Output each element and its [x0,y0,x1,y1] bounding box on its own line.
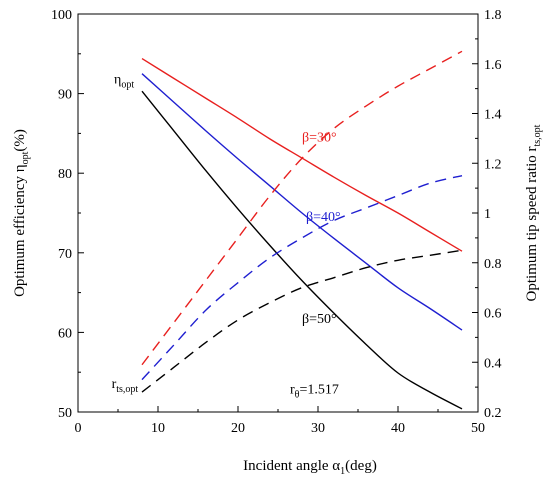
annotation-text: β=50° [302,312,337,327]
series-line-efficiency-beta40 [141,73,463,331]
x-axis-label: Incident angle α1(deg) [243,458,377,477]
annotation-sub: θ [295,390,300,401]
y-left-axis-label-text: Optimum efficiency η [12,164,28,297]
x-tick-label: 50 [471,421,485,436]
x-axis-label-suffix: (deg) [345,458,377,474]
y-right-tick-label: 1.6 [484,58,502,73]
annotation-sub: opt [121,79,134,90]
series-line-efficiency-beta30 [141,57,463,252]
y-left-axis-label-sub: opt [20,151,31,164]
y-left-tick-label: 70 [58,247,72,262]
y-left-tick-label: 80 [58,167,72,182]
y-right-axis-label: Optimum tip speed ratio rts,opt [524,124,543,301]
series-line-tip-speed-ratio-beta30 [141,50,463,366]
annotation-text: β=40° [306,210,341,225]
annotation-beta30: β=30° [302,130,337,145]
x-axis-label-sub: 1 [340,466,345,477]
y-right-tick-label: 1.8 [484,8,502,23]
y-left-axis-label: Optimum efficiency ηopt(%) [12,129,31,297]
annotation-text: r [290,383,295,398]
y-right-tick-label: 0.2 [484,406,502,421]
y-right-tick-label: 1.2 [484,157,502,172]
plot-border [77,13,479,413]
annotation-r-theta: rθ=1.517 [290,383,339,401]
y-left-tick-label: 50 [58,406,72,421]
annotation-text: r [112,377,117,392]
annotation-text: η [114,72,121,87]
y-right-tick-label: 0.6 [484,307,502,322]
plot-frame [77,13,479,413]
annotation-text: β=30° [302,130,337,145]
annotation-suffix: =1.517 [299,383,338,398]
annotation-r-ts-opt: rts,opt [112,377,139,395]
x-tick-label: 40 [391,421,405,436]
x-tick-label: 0 [75,421,82,436]
y-right-axis-label-sub: ts,opt [532,124,543,146]
x-tick-label: 20 [231,421,245,436]
annotation-beta50: β=50° [302,312,337,327]
y-right-axis-ticks: 0.2 0.4 0.6 0.8 1 1.2 1.4 1.6 1.8 [472,8,502,421]
series-layer [141,50,463,410]
y-left-tick-label: 90 [58,88,72,103]
y-right-tick-label: 0.8 [484,257,502,272]
y-left-tick-label: 60 [58,326,72,341]
annotation-beta40: β=40° [306,210,341,225]
y-right-tick-label: 1 [484,207,491,222]
y-right-tick-label: 0.4 [484,356,502,371]
y-right-axis-label-text: Optimum tip speed ratio r [524,146,540,301]
x-axis-label-text: Incident angle α [243,458,340,474]
annotation-eta-opt: ηopt [114,72,134,90]
y-left-axis-label-suffix: (%) [12,129,28,152]
y-left-tick-label: 100 [51,8,72,23]
x-tick-label: 30 [311,421,325,436]
annotation-sub: ts,opt [116,384,138,395]
y-right-tick-label: 1.4 [484,108,502,123]
x-tick-label: 10 [151,421,165,436]
x-axis-ticks: 0 10 20 30 40 50 [75,406,485,436]
y-left-axis-ticks: 50 60 70 80 90 100 [51,8,84,421]
series-line-tip-speed-ratio-beta40 [141,175,463,381]
series-line-efficiency-beta50 [141,90,463,410]
